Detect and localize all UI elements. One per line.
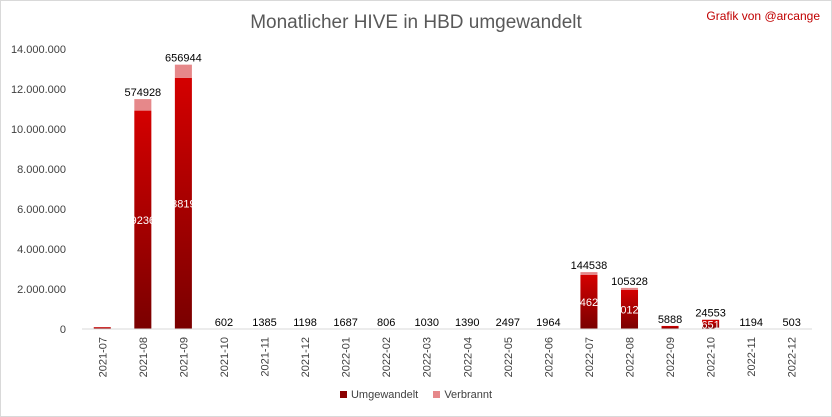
data-label-verbrannt: 1385 — [252, 317, 276, 329]
data-label-verbrannt: 105328 — [611, 276, 648, 288]
x-tick-label: 2022-10 — [706, 337, 718, 377]
x-tick-label: 2022-05 — [503, 337, 515, 377]
x-tick-label: 2022-04 — [462, 337, 474, 377]
bar-verbrannt — [134, 99, 152, 111]
y-axis-ticks: 0 2.000.000 4.000.000 6.000.000 8.000.000 10.… — [11, 44, 66, 336]
x-tick-label: 2022-01 — [341, 337, 353, 377]
data-label-verbrannt: 1964 — [536, 317, 560, 329]
bar-umgewandelt — [620, 290, 639, 329]
x-tick-label: 2022-08 — [625, 337, 637, 377]
data-label-verbrannt: 1030 — [414, 317, 438, 329]
data-label-verbrannt: 2497 — [496, 317, 520, 329]
data-labels: 574928 9236 656944 3819 602 1385 1198 1687 806 10… — [124, 53, 800, 332]
bar-umgewandelt — [702, 320, 720, 329]
y-tick-label: 10.000.000 — [11, 124, 66, 136]
bar-umgewandelt — [580, 275, 598, 329]
x-tick-label: 2022-03 — [422, 337, 434, 377]
bar-verbrannt — [174, 64, 192, 78]
legend-item-umgewandelt: Umgewandelt — [339, 389, 419, 401]
bar-umgewandelt — [93, 327, 111, 329]
data-label-verbrannt: 1687 — [333, 317, 357, 329]
x-tick-label: 2022-09 — [665, 337, 677, 377]
y-tick-label: 6.000.000 — [17, 204, 66, 216]
x-axis-ticks: 2021-07 2021-08 2021-09 2021-10 2021-11 2021-… — [97, 337, 798, 377]
x-tick-label: 2022-12 — [787, 337, 799, 377]
data-label-verbrannt: 1194 — [739, 317, 763, 329]
y-tick-label: 0 — [60, 324, 66, 336]
data-label-verbrannt: 656944 — [165, 53, 202, 65]
data-label-umgewandelt: 462 — [580, 297, 598, 309]
chart-credit: Grafik von @arcange — [706, 9, 820, 23]
y-tick-label: 12.000.000 — [11, 84, 66, 96]
y-tick-label: 4.000.000 — [17, 244, 66, 256]
bar-umgewandelt — [134, 110, 152, 329]
chart-title: Monatlicher HIVE in HBD umgewandelt — [250, 12, 582, 33]
x-tick-label: 2022-06 — [543, 337, 555, 377]
data-label-verbrannt: 5888 — [658, 314, 682, 326]
y-tick-label: 2.000.000 — [17, 284, 66, 296]
bar-umgewandelt — [661, 326, 679, 329]
data-label-umgewandelt: 012 — [620, 305, 638, 317]
x-tick-label: 2021-12 — [300, 337, 312, 377]
x-tick-label: 2021-07 — [97, 337, 109, 377]
data-label-verbrannt: 144538 — [571, 260, 608, 272]
bar-verbrannt — [620, 287, 639, 290]
x-tick-label: 2021-10 — [219, 337, 231, 377]
bar-verbrannt — [580, 272, 598, 275]
x-tick-label: 2022-11 — [746, 337, 758, 377]
x-tick-label: 2021-08 — [138, 337, 150, 377]
legend-label-umgewandelt: Umgewandelt — [350, 389, 419, 401]
x-tick-label: 2021-09 — [178, 337, 190, 377]
data-label-verbrannt: 574928 — [124, 87, 161, 99]
x-tick-label: 2022-07 — [584, 337, 596, 377]
data-label-umgewandelt: 651 — [701, 320, 719, 332]
data-label-verbrannt: 1390 — [455, 317, 479, 329]
data-label-umgewandelt: 3819 — [171, 198, 195, 210]
legend-item-verbrannt: Verbrannt — [433, 389, 492, 401]
x-tick-label: 2022-02 — [381, 337, 393, 377]
data-label-verbrannt: 24553 — [695, 308, 726, 320]
data-label-verbrannt: 503 — [783, 317, 801, 329]
y-tick-label: 8.000.000 — [17, 164, 66, 176]
y-tick-label: 14.000.000 — [11, 44, 66, 56]
chart-legend: Umgewandelt Verbrannt — [0, 389, 832, 401]
data-label-verbrannt: 1198 — [293, 317, 317, 329]
legend-label-verbrannt: Verbrannt — [444, 389, 493, 401]
data-label-verbrannt: 602 — [215, 317, 233, 329]
x-tick-label: 2021-11 — [260, 337, 272, 377]
legend-swatch-umgewandelt — [339, 391, 347, 398]
legend-swatch-verbrannt — [433, 391, 441, 398]
data-label-verbrannt: 806 — [377, 317, 395, 329]
chart-bars — [93, 64, 801, 329]
bar-umgewandelt — [174, 77, 192, 329]
data-label-umgewandelt: 9236 — [131, 215, 155, 227]
